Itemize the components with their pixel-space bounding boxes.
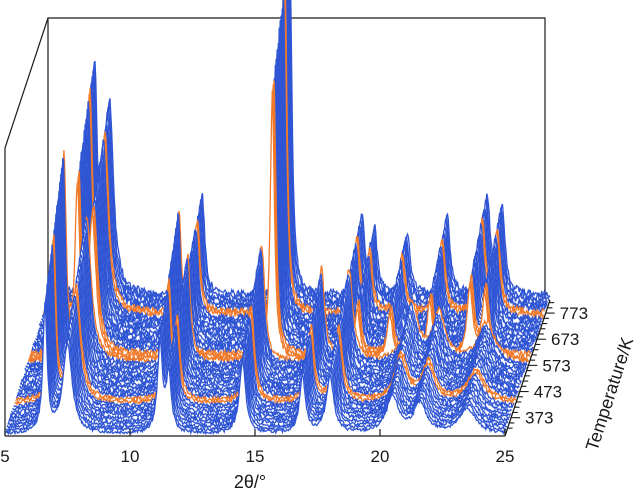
series-line-458K bbox=[18, 213, 519, 395]
series-line-314K bbox=[5, 298, 507, 433]
x-tick-label: 15 bbox=[246, 447, 265, 466]
series-line-392K bbox=[12, 253, 514, 413]
x-axis-ticks: 5 10 15 20 25 bbox=[0, 429, 514, 466]
z-tick-label: 673 bbox=[551, 330, 579, 349]
series-line-823K bbox=[50, 0, 551, 300]
series-line-657K bbox=[35, 48, 537, 344]
z-axis-line bbox=[504, 299, 551, 437]
series-line-336K bbox=[7, 283, 509, 427]
x-axis-title: 2θ/° bbox=[234, 472, 266, 492]
series-line-347K bbox=[8, 276, 510, 424]
z-tick-label: 473 bbox=[534, 383, 562, 402]
series-line-569K bbox=[27, 150, 529, 365]
series-line-668K bbox=[36, 42, 538, 341]
series-line-513K bbox=[23, 181, 524, 381]
z-tick-label: 773 bbox=[560, 304, 588, 323]
z-tick-label: 573 bbox=[542, 356, 570, 375]
series-line-447K bbox=[16, 221, 518, 398]
x-tick-label: 5 bbox=[0, 447, 9, 466]
series-line-812K bbox=[48, 0, 550, 303]
series-line-768K bbox=[44, 0, 546, 314]
series-line-524K bbox=[23, 173, 525, 376]
series-line-325K bbox=[6, 292, 508, 431]
series-line-414K bbox=[14, 240, 515, 407]
x-tick-label: 25 bbox=[496, 447, 515, 466]
series-line-535K bbox=[24, 167, 526, 374]
series-group bbox=[4, 0, 551, 436]
series-line-746K bbox=[42, 0, 544, 321]
series-line-491K bbox=[20, 196, 522, 386]
series-line-469K bbox=[19, 205, 520, 392]
x-tick-label: 20 bbox=[371, 447, 390, 466]
z-axis-title: Temperature/K bbox=[582, 335, 638, 453]
series-line-790K bbox=[46, 0, 548, 309]
series-line-679K bbox=[36, 27, 539, 337]
x-tick-label: 10 bbox=[121, 447, 140, 466]
z-tick-label: 373 bbox=[525, 409, 553, 428]
series-fill bbox=[49, 0, 549, 303]
series-line-303K bbox=[4, 301, 506, 436]
series-line-436K bbox=[15, 228, 518, 401]
back-wall-outline bbox=[4, 17, 546, 295]
series-line-403K bbox=[13, 244, 515, 409]
z-axis-ticks: 373 473 573 673 773 bbox=[507, 302, 588, 429]
series-line-690K bbox=[37, 20, 540, 335]
series-line-801K bbox=[47, 0, 549, 306]
series-line-425K bbox=[15, 233, 517, 403]
series-line-380K bbox=[11, 259, 512, 416]
series-line-369K bbox=[10, 264, 512, 419]
